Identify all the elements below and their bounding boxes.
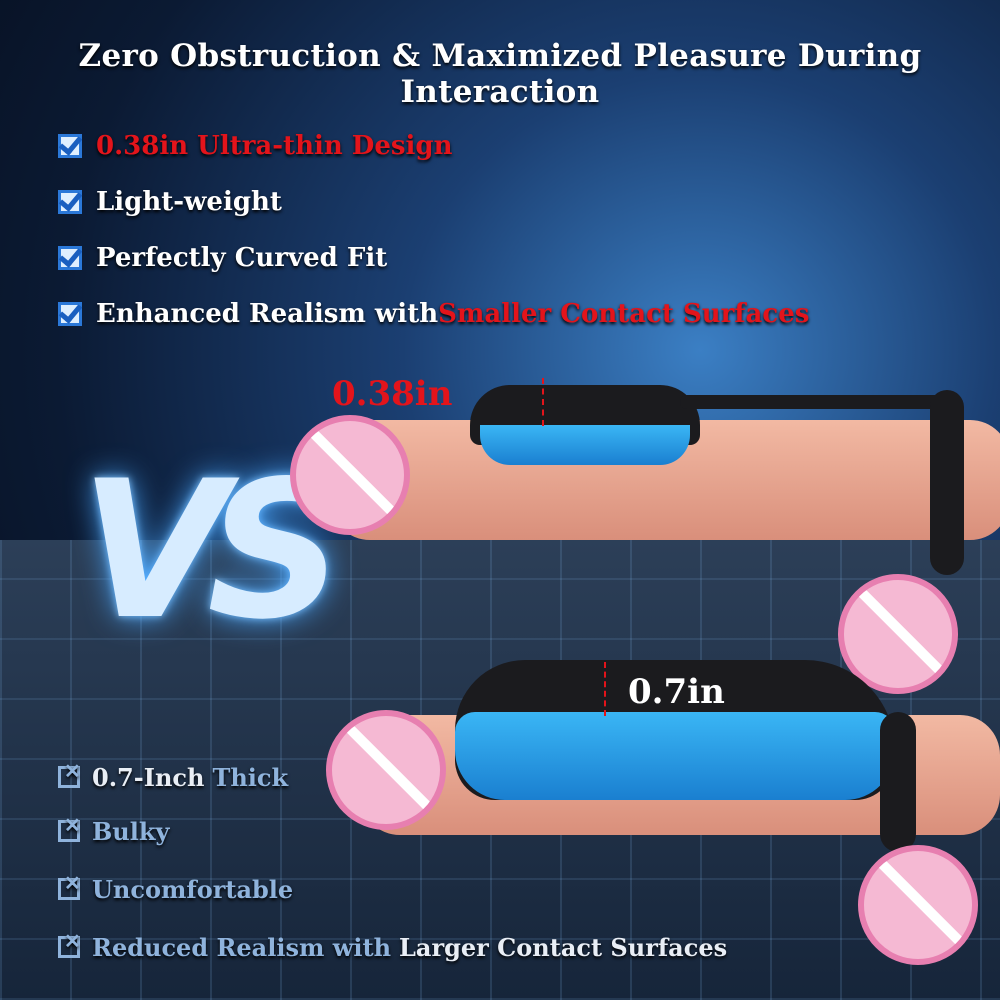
con-item: Bulky <box>58 804 727 858</box>
checkbox-crossed-icon <box>58 813 81 842</box>
con-text: Bulky <box>92 816 170 846</box>
thin-ring-strap <box>680 395 950 409</box>
top-measure-marker <box>542 378 544 426</box>
con-text-highlight: Thick <box>212 762 289 792</box>
checkbox-crossed-icon <box>58 871 81 900</box>
thin-ring-loop <box>930 390 964 575</box>
con-item: Uncomfortable <box>58 858 727 920</box>
bottom-measure-marker <box>604 662 606 716</box>
pros-list: 0.38in Ultra-thin Design Light-weight Pe… <box>58 118 809 342</box>
censor-circle-icon <box>858 845 978 965</box>
pro-text: 0.38in Ultra-thin Design <box>96 131 453 161</box>
bottom-measure: 0.7in <box>628 672 725 712</box>
pro-text: Light-weight <box>96 187 282 217</box>
thin-ring-contact <box>480 425 690 465</box>
con-text-highlight: Larger Contact Surfaces <box>399 932 728 962</box>
censor-circle-icon <box>290 415 410 535</box>
pro-item: Perfectly Curved Fit <box>58 230 809 286</box>
thick-ring-contact <box>455 712 895 800</box>
checkbox-checked-icon <box>58 190 82 214</box>
censor-circle-icon <box>326 710 446 830</box>
checkbox-crossed-icon <box>58 759 81 788</box>
con-item: 0.7-Inch Thick <box>58 750 727 804</box>
pro-text: Perfectly Curved Fit <box>96 243 388 273</box>
pro-text: Enhanced Realism with <box>96 299 439 329</box>
checkbox-checked-icon <box>58 134 82 158</box>
checkbox-checked-icon <box>58 246 82 270</box>
vs-label: VS <box>80 440 344 661</box>
cons-list: 0.7-Inch Thick Bulky Uncomfortable Reduc… <box>58 750 727 974</box>
con-text: Reduced Realism with <box>92 932 392 962</box>
top-measure: 0.38in <box>332 374 453 414</box>
pro-item: 0.38in Ultra-thin Design <box>58 118 809 174</box>
pro-item: Enhanced Realism with Smaller Contact Su… <box>58 286 809 342</box>
pro-text-highlight: Smaller Contact Surfaces <box>438 299 810 329</box>
checkbox-checked-icon <box>58 302 82 326</box>
con-text: Uncomfortable <box>92 874 294 904</box>
censor-circle-icon <box>838 574 958 694</box>
checkbox-crossed-icon <box>58 929 81 958</box>
pro-item: Light-weight <box>58 174 809 230</box>
thick-ring-loop <box>880 712 916 852</box>
con-text: 0.7-Inch <box>92 762 205 792</box>
page-title: Zero Obstruction & Maximized Pleasure Du… <box>78 38 922 110</box>
